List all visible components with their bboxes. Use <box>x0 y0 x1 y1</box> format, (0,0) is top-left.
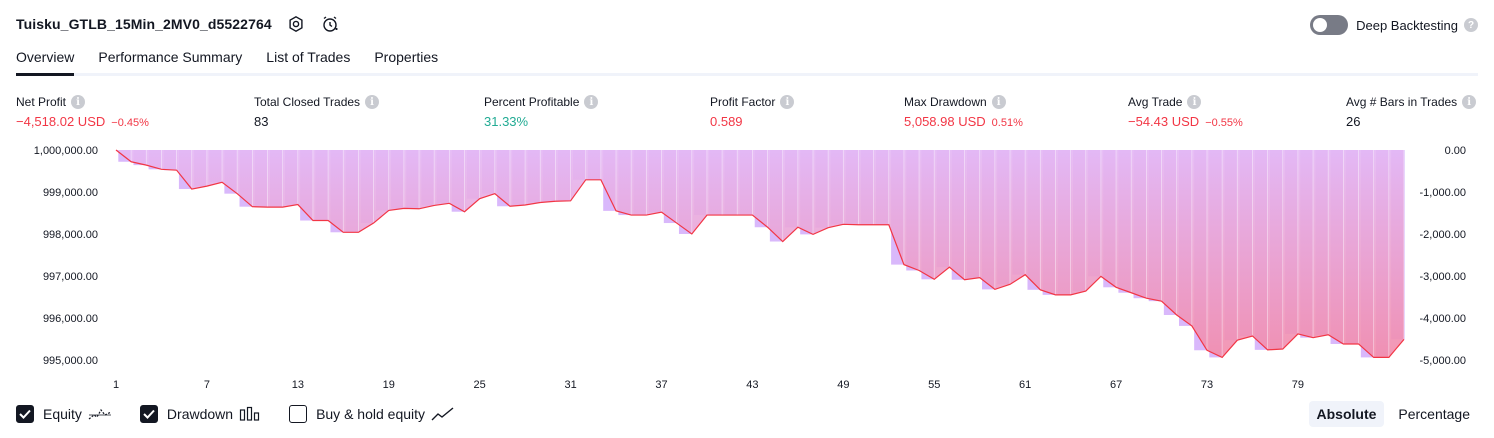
metric-value: −54.43 USD <box>1128 114 1200 129</box>
x-axis: 1 7 13 19 25 31 37 43 49 55 61 67 73 79 <box>113 379 1304 391</box>
drawdown-bars-icon <box>239 406 261 422</box>
metric-percent: −0.55% <box>1205 117 1243 129</box>
toggle-knob <box>1313 18 1328 32</box>
left-axis-label: 997,000.00 <box>43 271 98 283</box>
buy-hold-equity-checkbox[interactable]: Buy & hold equity <box>289 405 455 423</box>
info-icon[interactable]: i <box>584 95 599 109</box>
metric-percent: −0.45% <box>111 117 149 129</box>
metric-total-closed-trades: Total Closed Trades i 83 <box>254 94 380 129</box>
tab-overview[interactable]: Overview <box>16 44 75 76</box>
checkbox-box[interactable] <box>139 405 158 423</box>
info-icon[interactable]: i <box>365 95 380 109</box>
x-axis-label: 43 <box>746 379 758 391</box>
left-axis-label: 999,000.00 <box>43 187 98 199</box>
strategy-title: Tuisku_GTLB_15Min_2MV0_d5522764 <box>16 16 272 32</box>
left-axis-label: 1,000,000.00 <box>34 145 98 157</box>
x-axis-label: 19 <box>383 379 395 391</box>
deep-backtesting-control: Deep Backtesting ? <box>1310 14 1478 36</box>
metric-value: 31.33% <box>484 114 529 129</box>
left-axis-label: 998,000.00 <box>43 229 98 241</box>
metric-label: Net Profit <box>16 95 67 109</box>
absolute-button[interactable]: Absolute <box>1308 401 1385 427</box>
buy-hold-equity-label: Buy & hold equity <box>316 406 426 422</box>
metric-value: −4,518.02 USD <box>16 114 106 129</box>
right-axis-label: -4,000.00 <box>1420 313 1466 325</box>
metric-avg-bars-in-trades: Avg # Bars in Trades i 26 <box>1346 94 1477 129</box>
metric-profit-factor: Profit Factor i 0.589 <box>710 94 795 129</box>
x-axis-label: 79 <box>1292 379 1304 391</box>
equity-checkbox[interactable]: Equity <box>16 405 112 423</box>
metric-label: Profit Factor <box>710 95 776 109</box>
metric-value: 5,058.98 USD <box>904 114 986 129</box>
x-axis-label: 7 <box>204 379 210 391</box>
right-axis-label: -5,000.00 <box>1420 355 1466 367</box>
metric-label: Percent Profitable <box>484 95 580 109</box>
x-axis-label: 55 <box>928 379 940 391</box>
x-axis-label: 67 <box>1110 379 1122 391</box>
right-axis: 0.00 -1,000.00 -2,000.00 -3,000.00 -4,000.00… <box>1420 145 1466 367</box>
strategy-header: Tuisku_GTLB_15Min_2MV0_d5522764 <box>16 12 340 36</box>
equity-label: Equity <box>43 406 82 422</box>
x-axis-label: 61 <box>1019 379 1031 391</box>
scale-switch: Absolute Percentage <box>1303 400 1479 428</box>
deep-backtesting-toggle[interactable] <box>1310 15 1349 35</box>
equity-area <box>116 150 1404 358</box>
help-question-icon[interactable]: ? <box>1464 18 1478 32</box>
report-tabs: Overview Performance Summary List of Tra… <box>16 44 1478 76</box>
checkbox-box[interactable] <box>16 405 34 423</box>
metric-label: Total Closed Trades <box>254 95 361 109</box>
x-axis-label: 73 <box>1201 379 1213 391</box>
settings-gear-icon[interactable] <box>286 14 306 34</box>
metric-label: Max Drawdown <box>904 95 987 109</box>
metric-value: 26 <box>1346 114 1361 129</box>
info-icon[interactable]: i <box>1187 95 1202 109</box>
metric-avg-trade: Avg Trade i −54.43 USD −0.55% <box>1128 94 1243 129</box>
x-axis-label: 13 <box>292 379 304 391</box>
metric-max-drawdown: Max Drawdown i 5,058.98 USD 0.51% <box>904 94 1023 129</box>
equity-fill <box>116 150 1404 358</box>
deep-backtesting-label: Deep Backtesting <box>1356 17 1458 33</box>
right-axis-label: -3,000.00 <box>1420 271 1466 283</box>
metric-value: 83 <box>254 114 269 129</box>
x-axis-label: 31 <box>564 379 576 391</box>
checkmark-icon <box>19 409 31 419</box>
checkbox-box[interactable] <box>289 405 308 423</box>
left-axis: 1,000,000.00 999,000.00 998,000.00 997,000.… <box>34 145 98 367</box>
percentage-button[interactable]: Percentage <box>1398 406 1470 422</box>
info-icon[interactable]: i <box>991 95 1006 109</box>
right-axis-label: -2,000.00 <box>1420 229 1466 241</box>
x-axis-label: 1 <box>113 379 119 391</box>
drawdown-label: Drawdown <box>166 406 234 422</box>
add-alert-clock-icon[interactable] <box>320 14 340 34</box>
metric-percent-profitable: Percent Profitable i 31.33% <box>484 94 599 129</box>
info-icon[interactable]: i <box>71 95 86 109</box>
metric-label: Avg # Bars in Trades <box>1346 95 1458 109</box>
metric-percent: 0.51% <box>991 117 1023 129</box>
chart-options-bar: Equity Drawdown Buy & hold equity Absolu… <box>16 400 1478 428</box>
right-axis-label: -1,000.00 <box>1420 187 1466 199</box>
metric-label: Avg Trade <box>1128 95 1183 109</box>
tab-properties[interactable]: Properties <box>374 49 439 65</box>
equity-line <box>115 149 1405 359</box>
left-axis-label: 996,000.00 <box>43 313 98 325</box>
equity-drawdown-chart[interactable]: 1,000,000.00 999,000.00 998,000.00 997,000.… <box>0 138 1494 394</box>
info-icon[interactable]: i <box>1462 95 1477 109</box>
tab-list-of-trades[interactable]: List of Trades <box>266 49 351 65</box>
info-icon[interactable]: i <box>780 95 795 109</box>
drawdown-checkbox[interactable]: Drawdown <box>139 405 261 423</box>
right-axis-label: 0.00 <box>1445 145 1466 157</box>
metric-value: 0.589 <box>710 114 743 129</box>
x-axis-label: 37 <box>655 379 667 391</box>
x-axis-label: 25 <box>474 379 486 391</box>
trade-separators <box>130 150 1405 358</box>
tab-performance-summary[interactable]: Performance Summary <box>98 49 243 65</box>
x-axis-label: 49 <box>837 379 849 391</box>
equity-line-path <box>115 149 1405 359</box>
checkmark-icon <box>143 409 155 419</box>
equity-line-icon <box>88 406 112 422</box>
buy-hold-line-icon <box>431 406 455 422</box>
left-axis-label: 995,000.00 <box>43 355 98 367</box>
metric-net-profit: Net Profit i −4,518.02 USD −0.45% <box>16 94 149 129</box>
